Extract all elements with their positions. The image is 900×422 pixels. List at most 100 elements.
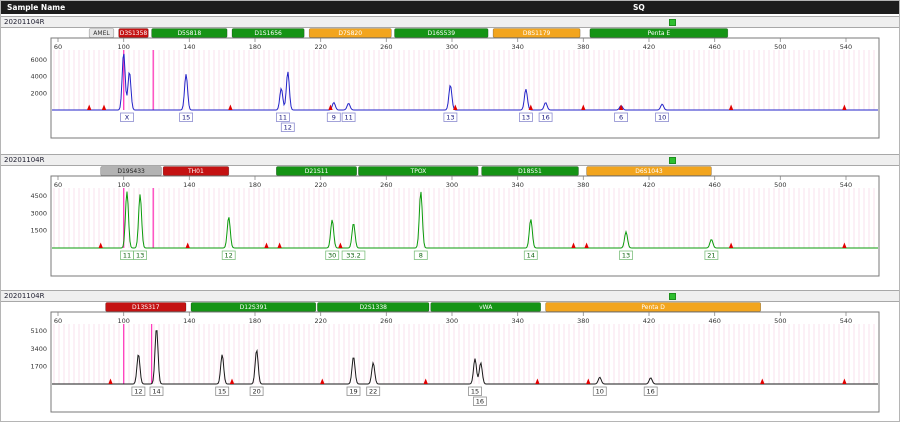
allele-call[interactable]: 15	[179, 112, 194, 122]
electropherogram-plot[interactable]: D13S317 D12S391 D2S1338 vWA Penta D 60 100 140 1…	[1, 302, 899, 414]
marker-label: D16S539	[428, 30, 456, 37]
marker-range[interactable]: AMEL	[88, 28, 115, 38]
allele-call[interactable]: 13	[619, 250, 633, 260]
ruler-tick-label: 260	[380, 43, 392, 51]
allele-call[interactable]: 15	[215, 386, 230, 396]
allele-call[interactable]: 12	[131, 386, 146, 396]
allele-call[interactable]: 10	[655, 112, 669, 122]
allele-label: 12	[284, 124, 292, 132]
marker-range[interactable]: D21S11	[275, 166, 357, 176]
ruler-tick-label: 60	[54, 317, 62, 325]
marker-range[interactable]: D18S51	[481, 166, 579, 176]
ruler-tick-label: 60	[54, 43, 62, 51]
marker-range[interactable]: vWA	[430, 302, 542, 312]
allele-call[interactable]: 14	[523, 250, 538, 260]
marker-range[interactable]: D2S1338	[317, 302, 430, 312]
size-standard-peak	[842, 378, 847, 384]
size-standard-peaks	[108, 378, 847, 384]
size-standard-peak	[453, 104, 458, 110]
sample-panel-blue-dye: 20201104R AMEL D3S1358 D5S818 D1S1656 D7S820…	[1, 16, 899, 140]
allele-call[interactable]: 14	[149, 386, 164, 396]
sample-row[interactable]: 20201104R	[1, 290, 899, 302]
allele-label: 6	[619, 114, 623, 122]
allele-calls: X 15 11 12 9 11 13 13 16 6 10	[120, 112, 669, 132]
allele-call[interactable]: 13	[133, 250, 148, 260]
sample-name-label: 20201104R	[4, 18, 45, 26]
marker-range[interactable]: D7S820	[308, 28, 392, 38]
sample-row[interactable]: 20201104R	[1, 154, 899, 166]
ruler-tick-label: 500	[774, 43, 786, 51]
marker-range[interactable]: D1S1656	[231, 28, 305, 38]
ruler-tick-label: 340	[511, 43, 523, 51]
marker-range[interactable]: TPOX	[358, 166, 479, 176]
allele-call[interactable]: 16	[538, 112, 553, 122]
allele-call[interactable]: 13	[519, 112, 533, 122]
marker-range[interactable]: D3S1358	[118, 28, 149, 38]
allele-call[interactable]: 21	[704, 250, 719, 260]
marker-range[interactable]: Penta D	[545, 302, 761, 312]
size-standard-peak	[581, 104, 586, 110]
allele-call[interactable]: 20	[249, 386, 264, 396]
allele-call[interactable]: 19	[346, 386, 361, 396]
marker-label: D8S1179	[523, 30, 551, 37]
ruler-tick-label: 540	[840, 181, 852, 189]
size-standard-peak	[277, 242, 282, 248]
allele-call[interactable]: 22	[366, 386, 381, 396]
allele-call[interactable]: 30	[325, 250, 340, 260]
ruler-tick-label: 220	[314, 317, 326, 325]
allele-label: 13	[446, 114, 454, 122]
allele-call[interactable]: 12	[280, 122, 295, 132]
marker-range[interactable]: D5S818	[151, 28, 228, 38]
ruler-tick-label: 460	[708, 317, 720, 325]
y-axis-label: 4500	[30, 192, 47, 200]
allele-call[interactable]: 11	[120, 250, 134, 260]
allele-call[interactable]: 13	[443, 112, 458, 122]
marker-range[interactable]: TH01	[162, 166, 230, 176]
allele-call[interactable]: 9	[326, 112, 341, 122]
marker-label: TPOX	[410, 168, 427, 175]
ruler-tick-label: 260	[380, 317, 392, 325]
allele-call[interactable]: 11	[341, 112, 356, 122]
allele-call[interactable]: 10	[592, 386, 607, 396]
allele-label: 33.2	[346, 252, 360, 260]
electropherogram-plot[interactable]: AMEL D3S1358 D5S818 D1S1656 D7S820 D16S539 D8S…	[1, 28, 899, 140]
allele-label: 8	[419, 252, 423, 260]
y-axis: 6000 4000 2000	[30, 56, 47, 97]
size-standard-peak	[185, 242, 190, 248]
allele-call[interactable]: 16	[643, 386, 658, 396]
allele-call[interactable]: 8	[413, 250, 428, 260]
marker-range[interactable]: Penta E	[589, 28, 729, 38]
size-standard-peak	[320, 378, 325, 384]
marker-range[interactable]: D12S391	[190, 302, 317, 312]
marker-range[interactable]: D6S1043	[586, 166, 712, 176]
marker-range[interactable]: D8S1179	[492, 28, 581, 38]
sample-name-column-header: Sample Name	[7, 3, 66, 12]
allele-label: 11	[344, 114, 352, 122]
size-standard-peak	[842, 242, 847, 248]
marker-range[interactable]: D16S539	[394, 28, 489, 38]
allele-call[interactable]: 16	[472, 396, 487, 406]
sq-status-indicator	[669, 293, 676, 300]
ruler-tick-label: 380	[577, 43, 589, 51]
marker-label: D6S1043	[635, 168, 663, 175]
plot-background	[51, 38, 879, 138]
sample-name-label: 20201104R	[4, 156, 45, 164]
allele-call[interactable]: 15	[468, 386, 482, 396]
allele-call[interactable]: 12	[221, 250, 236, 260]
sample-row[interactable]: 20201104R	[1, 16, 899, 28]
allele-label: 14	[152, 388, 160, 396]
marker-range[interactable]: D13S317	[105, 302, 187, 312]
allele-call[interactable]: 11	[275, 112, 290, 122]
electropherogram-plot[interactable]: D19S433 TH01 D21S11 TPOX D18S51 D6S1043 60 100 1…	[1, 166, 899, 278]
allele-label: 10	[596, 388, 604, 396]
allele-call[interactable]: 33.2	[341, 250, 366, 260]
ruler-tick-label: 460	[708, 181, 720, 189]
marker-range[interactable]: D19S433	[100, 166, 162, 176]
allele-call[interactable]: X	[120, 112, 134, 122]
size-standard-peak	[842, 104, 847, 110]
marker-label: vWA	[479, 304, 493, 311]
y-axis-label: 1700	[30, 362, 47, 370]
allele-call[interactable]: 6	[614, 112, 628, 122]
allele-label: 13	[136, 252, 144, 260]
